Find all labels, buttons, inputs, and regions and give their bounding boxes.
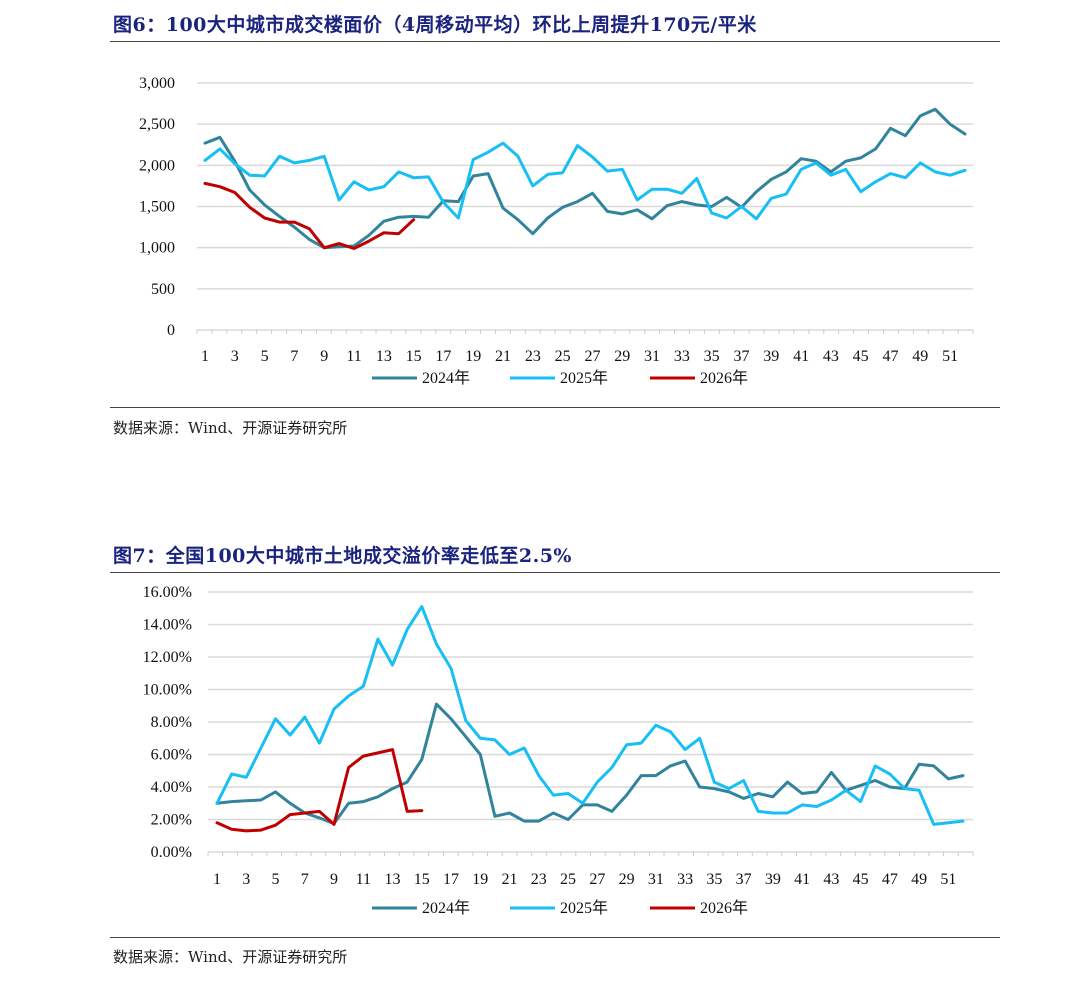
legend-label: 2026年 [700, 899, 748, 917]
y-tick-label: 2,500 [139, 116, 175, 133]
x-tick-label: 33 [677, 871, 693, 888]
x-tick-label: 29 [619, 871, 635, 888]
legend-label: 2024年 [422, 369, 470, 387]
x-tick-label: 15 [406, 348, 422, 365]
chart2-bottom-rule [110, 937, 1000, 938]
x-tick-label: 47 [882, 348, 898, 365]
x-tick-label: 45 [853, 871, 869, 888]
x-tick-label: 3 [231, 348, 239, 365]
chart1-bottom-rule [110, 407, 1000, 408]
y-tick-label: 1,500 [139, 199, 175, 216]
chart1-title: 图6：100大中城市成交楼面价（4周移动平均）环比上周提升170元/平米 [113, 14, 757, 36]
x-tick-label: 7 [301, 871, 309, 888]
x-tick-label: 13 [385, 871, 401, 888]
x-tick-label: 39 [765, 871, 781, 888]
y-tick-label: 8.00% [151, 714, 192, 731]
y-tick-label: 4.00% [151, 779, 192, 796]
chart2-source: 数据来源：Wind、开源证券研究所 [113, 948, 348, 966]
y-tick-label: 16.00% [143, 584, 192, 601]
x-tick-label: 5 [272, 871, 280, 888]
x-tick-label: 19 [465, 348, 481, 365]
x-tick-label: 27 [589, 871, 605, 888]
x-tick-label: 49 [911, 871, 927, 888]
x-tick-label: 1 [201, 348, 209, 365]
legend-label: 2025年 [560, 899, 608, 917]
chart2-svg: 0.00% 2.00% 4.00% 6.00% 8.00% 10.00% 12.00% 14.… [143, 584, 974, 917]
x-tick-label: 33 [674, 348, 690, 365]
y-tick-label: 3,000 [139, 75, 175, 92]
x-tick-label: 5 [261, 348, 269, 365]
x-tick-label: 27 [584, 348, 600, 365]
x-tick-label: 9 [330, 871, 338, 888]
x-tick-label: 21 [502, 871, 518, 888]
series-line-2025 [215, 605, 965, 826]
y-tick-label: 0 [167, 322, 175, 339]
x-tick-label: 41 [794, 871, 810, 888]
x-tick-label: 41 [793, 348, 809, 365]
y-tick-label: 500 [151, 281, 175, 298]
x-tick-label: 7 [290, 348, 298, 365]
x-tick-label: 37 [736, 871, 752, 888]
x-tick-label: 11 [346, 348, 361, 365]
x-tick-label: 21 [495, 348, 511, 365]
x-tick-label: 35 [704, 348, 720, 365]
x-tick-label: 17 [435, 348, 451, 365]
x-tick-label: 29 [614, 348, 630, 365]
x-tick-label: 43 [823, 871, 839, 888]
series-line-2024 [203, 107, 967, 250]
legend-label: 2026年 [700, 369, 748, 387]
x-tick-label: 31 [644, 348, 660, 365]
legend-label: 2025年 [560, 369, 608, 387]
y-tick-label: 6.00% [151, 747, 192, 764]
x-tick-label: 19 [472, 871, 488, 888]
series-line-2026 [203, 181, 416, 250]
x-tick-label: 31 [648, 871, 664, 888]
x-tick-label: 39 [763, 348, 779, 365]
x-tick-label: 23 [531, 871, 547, 888]
x-tick-label: 13 [376, 348, 392, 365]
series-line-2025 [203, 141, 967, 221]
y-tick-label: 14.00% [143, 617, 192, 634]
x-tick-label: 17 [443, 871, 459, 888]
x-tick-label: 35 [706, 871, 722, 888]
x-tick-label: 23 [525, 348, 541, 365]
chart2-title: 图7：全国100大中城市土地成交溢价率走低至2.5% [113, 545, 572, 567]
x-tick-label: 15 [414, 871, 430, 888]
x-tick-label: 1 [213, 871, 221, 888]
x-tick-label: 43 [823, 348, 839, 365]
x-tick-label: 47 [882, 871, 898, 888]
y-tick-label: 12.00% [143, 649, 192, 666]
x-tick-label: 25 [560, 871, 576, 888]
x-tick-label: 51 [940, 871, 956, 888]
series-line-2024 [215, 702, 965, 826]
x-tick-label: 25 [555, 348, 571, 365]
y-tick-label: 10.00% [143, 682, 192, 699]
chart1-title-rule [110, 41, 1000, 42]
x-tick-label: 49 [912, 348, 928, 365]
y-tick-label: 2.00% [151, 812, 192, 829]
x-tick-label: 37 [733, 348, 749, 365]
x-tick-label: 9 [320, 348, 328, 365]
y-tick-label: 2,000 [139, 157, 175, 174]
series-line-2026 [215, 748, 424, 833]
chart2-title-rule [110, 572, 1000, 573]
x-tick-label: 3 [242, 871, 250, 888]
x-tick-label: 45 [853, 348, 869, 365]
chart1-source: 数据来源：Wind、开源证券研究所 [113, 419, 348, 437]
legend-label: 2024年 [422, 899, 470, 917]
x-tick-label: 11 [356, 871, 371, 888]
x-tick-label: 51 [942, 348, 958, 365]
y-tick-label: 1,000 [139, 240, 175, 257]
y-tick-label: 0.00% [151, 844, 192, 861]
